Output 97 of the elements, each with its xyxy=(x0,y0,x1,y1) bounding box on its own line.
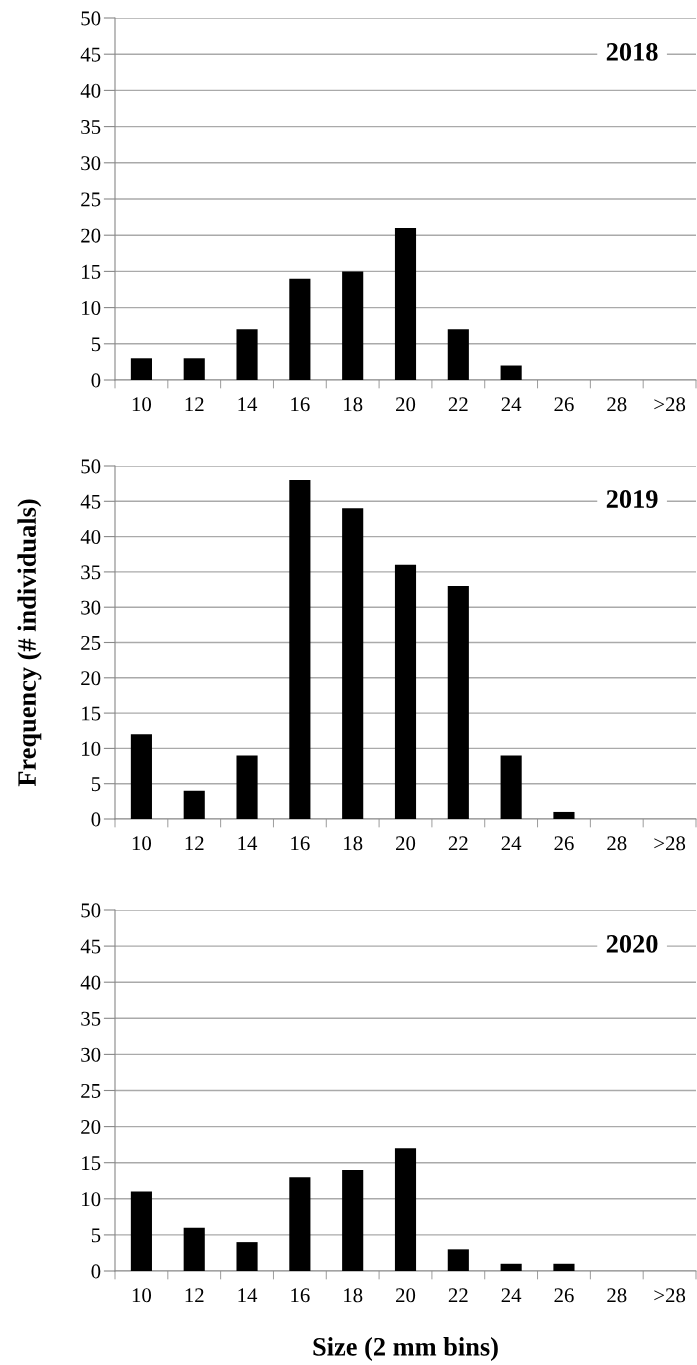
y-tick-label: 35 xyxy=(81,565,101,580)
bar xyxy=(447,586,469,819)
bar xyxy=(553,811,575,819)
x-tick-label: 16 xyxy=(291,836,310,851)
bar xyxy=(394,564,417,819)
x-tick-label: 26 xyxy=(554,1288,574,1303)
y-tick-label: 35 xyxy=(81,120,101,135)
bar xyxy=(130,734,152,819)
y-tick-label: 5 xyxy=(91,777,101,792)
bar xyxy=(447,329,469,380)
x-tick-label: 18 xyxy=(344,836,363,851)
x-tick-label: 28 xyxy=(607,836,627,851)
x-tick-label: 22 xyxy=(448,397,468,412)
x-tick-label: 10 xyxy=(132,1288,152,1303)
x-tick-label: >28 xyxy=(654,397,686,412)
bar xyxy=(553,1263,575,1271)
y-tick-label: 5 xyxy=(91,337,101,352)
y-tick-label: 5 xyxy=(91,1228,101,1243)
x-tick-label: 26 xyxy=(554,836,574,851)
y-axis-title: Frequency (# individuals) xyxy=(17,499,42,787)
y-tick-label: 20 xyxy=(81,1119,101,1135)
x-tick-label: 22 xyxy=(448,836,468,851)
x-tick-label: 28 xyxy=(607,397,627,412)
bar xyxy=(183,790,205,819)
x-tick-label: 14 xyxy=(238,397,258,412)
y-tick-label: 10 xyxy=(82,741,101,756)
x-tick-label: 16 xyxy=(291,397,310,412)
x-tick-label: 24 xyxy=(501,397,522,412)
y-tick-label: 0 xyxy=(91,373,101,388)
bar xyxy=(342,1169,364,1271)
x-tick-label: 20 xyxy=(396,397,416,412)
bar xyxy=(394,1148,417,1271)
y-tick-label: 25 xyxy=(81,192,101,207)
y-tick-label: 20 xyxy=(81,228,101,243)
bar xyxy=(289,278,311,380)
x-tick-label: 12 xyxy=(185,1288,204,1303)
text: 2020 xyxy=(606,934,658,953)
y-tick-label: 30 xyxy=(81,1047,101,1062)
text: 2018 xyxy=(606,43,658,61)
bar xyxy=(447,1249,469,1271)
bar xyxy=(342,508,364,819)
bar xyxy=(236,1242,258,1271)
x-tick-label: 14 xyxy=(238,1288,258,1303)
y-tick-label: 45 xyxy=(80,939,101,954)
bar xyxy=(236,755,258,819)
y-tick-label: 40 xyxy=(80,975,101,990)
bar xyxy=(236,329,258,380)
y-tick-label: 50 xyxy=(81,459,101,474)
bar xyxy=(500,755,522,819)
x-tick-label: 18 xyxy=(344,1288,363,1303)
y-tick-label: 40 xyxy=(80,83,101,98)
x-tick-label: 26 xyxy=(554,397,574,412)
y-tick-label: 50 xyxy=(81,903,101,918)
bar xyxy=(500,1263,522,1271)
x-tick-label: 14 xyxy=(238,836,258,851)
bar xyxy=(183,358,205,380)
bar xyxy=(130,1191,152,1271)
y-tick-label: 25 xyxy=(81,1083,101,1098)
y-tick-label: 15 xyxy=(82,1156,101,1171)
y-tick-label: 30 xyxy=(81,600,101,615)
text: 2019 xyxy=(606,490,658,508)
bar xyxy=(500,365,522,380)
x-tick-label: 20 xyxy=(396,836,416,851)
x-tick-label: 24 xyxy=(501,836,522,851)
y-tick-label: 25 xyxy=(81,635,101,650)
y-tick-label: 45 xyxy=(80,47,101,62)
x-tick-label: 24 xyxy=(501,1288,522,1303)
x-axis-title: Size (2 mm bins) xyxy=(313,1337,498,1362)
y-tick-label: 0 xyxy=(91,1264,101,1279)
bar xyxy=(183,1227,205,1271)
bar xyxy=(289,480,311,819)
bar xyxy=(342,271,364,380)
y-tick-label: 15 xyxy=(82,706,101,721)
x-tick-label: 16 xyxy=(291,1288,310,1303)
x-tick-label: >28 xyxy=(654,1288,686,1303)
y-tick-label: 0 xyxy=(91,812,101,827)
x-tick-label: 22 xyxy=(448,1288,468,1303)
bar xyxy=(130,358,152,380)
x-tick-label: 20 xyxy=(396,1288,416,1303)
bar xyxy=(289,1177,311,1271)
x-tick-label: 28 xyxy=(607,1288,627,1303)
x-tick-label: 12 xyxy=(185,836,204,851)
y-tick-label: 35 xyxy=(81,1011,101,1026)
x-tick-label: >28 xyxy=(654,836,686,851)
y-tick-label: 15 xyxy=(82,264,101,279)
x-tick-label: 18 xyxy=(344,397,363,412)
y-tick-label: 40 xyxy=(80,529,101,545)
y-tick-label: 30 xyxy=(81,156,101,171)
bar xyxy=(394,227,417,380)
y-tick-label: 45 xyxy=(80,494,101,509)
y-tick-label: 20 xyxy=(81,671,101,686)
y-tick-label: 10 xyxy=(82,300,101,316)
y-tick-label: 50 xyxy=(81,11,101,26)
x-tick-label: 10 xyxy=(132,397,152,412)
x-tick-label: 12 xyxy=(185,397,204,412)
y-tick-label: 10 xyxy=(82,1192,101,1207)
x-tick-label: 10 xyxy=(132,836,152,851)
